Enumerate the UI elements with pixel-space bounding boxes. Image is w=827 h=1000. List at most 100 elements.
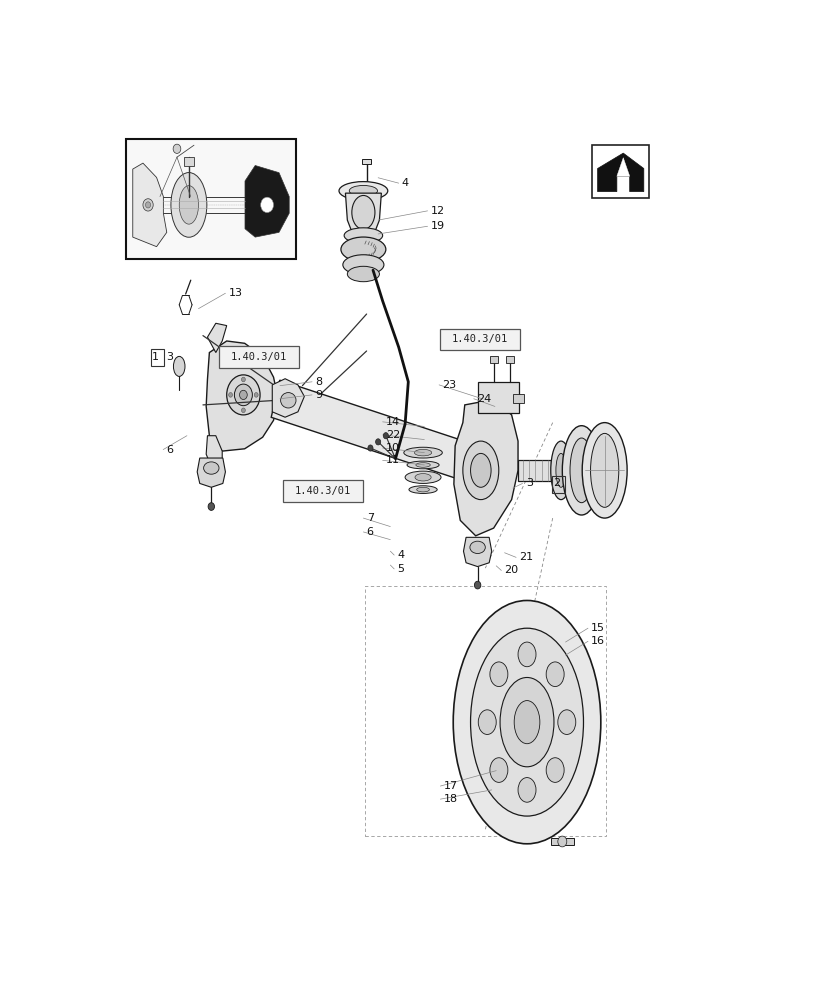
Text: 21: 21 <box>519 552 533 562</box>
Circle shape <box>241 408 245 413</box>
Text: 3: 3 <box>166 352 173 362</box>
Polygon shape <box>463 537 491 567</box>
Polygon shape <box>208 323 227 353</box>
Bar <box>518 460 551 481</box>
FancyBboxPatch shape <box>218 346 299 368</box>
Ellipse shape <box>546 758 563 782</box>
Bar <box>126 139 296 259</box>
Ellipse shape <box>342 255 384 275</box>
Circle shape <box>383 433 388 439</box>
Ellipse shape <box>518 642 535 667</box>
Text: 12: 12 <box>430 206 444 216</box>
Text: 6: 6 <box>366 527 373 537</box>
Text: 4: 4 <box>397 550 404 560</box>
Ellipse shape <box>546 662 563 687</box>
Bar <box>365 586 605 836</box>
Circle shape <box>518 621 525 631</box>
Text: 1.40.3/01: 1.40.3/01 <box>231 352 287 362</box>
Circle shape <box>146 202 151 208</box>
Text: 9: 9 <box>315 390 322 400</box>
Bar <box>550 838 573 845</box>
Polygon shape <box>345 193 381 232</box>
Ellipse shape <box>490 662 507 687</box>
Ellipse shape <box>452 600 600 844</box>
Ellipse shape <box>404 447 442 458</box>
Text: 20: 20 <box>504 565 518 575</box>
Polygon shape <box>245 166 289 237</box>
Ellipse shape <box>581 423 626 518</box>
Ellipse shape <box>470 453 490 487</box>
Ellipse shape <box>557 710 575 734</box>
Text: 6: 6 <box>166 445 173 455</box>
Bar <box>518 602 525 608</box>
Circle shape <box>241 377 245 382</box>
Ellipse shape <box>203 462 218 474</box>
Text: 11: 11 <box>385 455 399 465</box>
Text: 10: 10 <box>385 443 399 453</box>
Ellipse shape <box>404 471 441 483</box>
Ellipse shape <box>550 441 571 500</box>
Circle shape <box>239 390 247 400</box>
Text: 1.40.3/01: 1.40.3/01 <box>294 486 351 496</box>
Circle shape <box>261 197 273 213</box>
Text: 22: 22 <box>385 430 399 440</box>
Ellipse shape <box>414 449 431 456</box>
Circle shape <box>173 144 180 153</box>
Circle shape <box>375 439 380 445</box>
Circle shape <box>228 393 232 397</box>
Bar <box>477 382 519 413</box>
Circle shape <box>208 503 214 510</box>
Bar <box>592 145 648 198</box>
FancyBboxPatch shape <box>283 480 362 502</box>
Text: 3: 3 <box>525 478 532 488</box>
Ellipse shape <box>500 677 553 767</box>
Bar <box>151 349 164 366</box>
Polygon shape <box>132 163 166 247</box>
Text: 18: 18 <box>443 794 457 804</box>
Ellipse shape <box>170 173 207 237</box>
Circle shape <box>143 199 153 211</box>
Bar <box>184 157 194 166</box>
Text: 17: 17 <box>443 781 457 791</box>
Text: 13: 13 <box>228 288 242 298</box>
Text: 15: 15 <box>590 623 605 633</box>
Bar <box>490 356 497 363</box>
Polygon shape <box>206 341 278 451</box>
Ellipse shape <box>562 426 600 515</box>
Ellipse shape <box>341 237 385 262</box>
Text: 2: 2 <box>552 478 559 488</box>
Ellipse shape <box>351 195 375 229</box>
Ellipse shape <box>409 486 437 493</box>
Text: 19: 19 <box>430 221 444 231</box>
Polygon shape <box>206 436 222 470</box>
Ellipse shape <box>518 778 535 802</box>
Bar <box>552 476 564 493</box>
Bar <box>505 356 513 363</box>
Ellipse shape <box>280 393 296 408</box>
Text: 14: 14 <box>385 417 399 427</box>
Text: 1: 1 <box>151 352 159 362</box>
Polygon shape <box>616 158 629 176</box>
Ellipse shape <box>470 541 485 554</box>
Ellipse shape <box>173 356 184 376</box>
Polygon shape <box>271 380 489 487</box>
Text: 16: 16 <box>590 636 605 646</box>
Circle shape <box>227 375 260 415</box>
Circle shape <box>234 384 252 406</box>
Ellipse shape <box>179 186 198 224</box>
Ellipse shape <box>555 453 566 487</box>
Ellipse shape <box>344 228 382 243</box>
Ellipse shape <box>349 185 377 196</box>
Text: 23: 23 <box>442 380 456 390</box>
Ellipse shape <box>347 266 379 282</box>
Bar <box>512 394 523 403</box>
Ellipse shape <box>416 487 429 492</box>
Ellipse shape <box>569 438 592 503</box>
Text: 8: 8 <box>315 377 322 387</box>
Ellipse shape <box>590 433 618 507</box>
Text: 24: 24 <box>476 394 490 404</box>
Ellipse shape <box>478 710 495 734</box>
Ellipse shape <box>470 628 583 816</box>
Polygon shape <box>197 458 225 487</box>
Text: 5: 5 <box>397 564 404 574</box>
